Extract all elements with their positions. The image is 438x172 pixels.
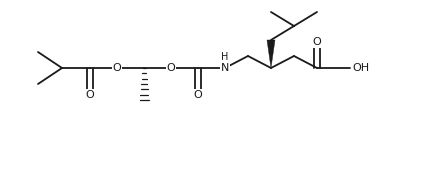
Text: O: O [85,90,94,100]
Text: N: N [221,63,229,73]
Text: O: O [113,63,121,73]
Text: O: O [313,37,321,47]
Text: O: O [194,90,202,100]
Polygon shape [267,40,275,68]
Text: O: O [166,63,175,73]
Text: OH: OH [352,63,369,73]
Text: H: H [221,52,229,62]
